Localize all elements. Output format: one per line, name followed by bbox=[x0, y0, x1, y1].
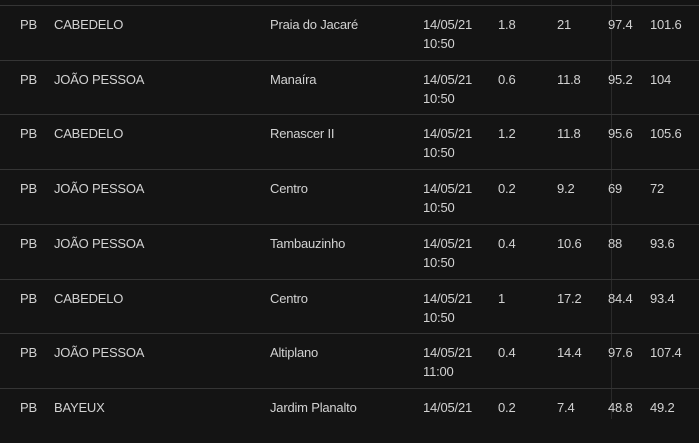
state-cell: PB bbox=[20, 17, 37, 32]
value-3-cell: 84.4 bbox=[608, 290, 633, 306]
value-1-cell: 1.8 bbox=[498, 17, 516, 32]
value-3-cell: 95.2 bbox=[608, 71, 633, 87]
value-4-cell: 105.6 bbox=[650, 126, 682, 142]
value-3-cell: 97.6 bbox=[608, 345, 633, 361]
value-4-cell: 49.2 bbox=[650, 399, 675, 415]
date-text: 14/05/21 bbox=[423, 17, 473, 32]
datetime-cell: 14/05/21 10:50 bbox=[423, 70, 472, 108]
city-cell: JOÃO PESSOA bbox=[54, 71, 145, 87]
table-row[interactable]: PB CABEDELO Centro 14/05/21 10:50 1 17.2 84.4 93… bbox=[0, 278, 699, 334]
city-cell: JOÃO PESSOA bbox=[54, 181, 145, 197]
date-text: 14/05/21 bbox=[423, 290, 473, 306]
value-4-cell: 107.4 bbox=[650, 345, 682, 361]
datetime-cell: 14/05/21 10:50 bbox=[423, 234, 472, 272]
value-1-cell: 0.6 bbox=[498, 71, 516, 87]
value-2-cell: 21 bbox=[557, 17, 572, 32]
datetime-cell: 14/05/21 10:50 bbox=[423, 15, 472, 53]
datetime-cell: 14/05/21 10:50 bbox=[423, 179, 472, 217]
table-row[interactable]: PB JOÃO PESSOA Manaíra 14/05/21 10:50 0.6 11.8… bbox=[0, 59, 699, 115]
neighborhood-cell: Jardim Planalto bbox=[270, 399, 357, 415]
city-cell: BAYEUX bbox=[54, 399, 105, 415]
city-cell: JOÃO PESSOA bbox=[54, 345, 145, 361]
city-cell: JOÃO PESSOA bbox=[54, 235, 145, 251]
time-text: 10:50 bbox=[423, 200, 455, 216]
date-text: 14/05/21 bbox=[423, 126, 473, 142]
value-3-cell: 88 bbox=[608, 235, 623, 251]
state-cell: PB bbox=[20, 399, 37, 415]
neighborhood-cell: Tambauzinho bbox=[270, 235, 346, 251]
table-row[interactable]: PB JOÃO PESSOA Centro 14/05/21 10:50 0.2 9.2 69… bbox=[0, 169, 699, 224]
value-1-cell: 0.2 bbox=[498, 399, 516, 415]
city-cell: CABEDELO bbox=[54, 126, 124, 142]
table-row[interactable]: PB CABEDELO Praia do Jacaré 14/05/21 10:50 1.… bbox=[0, 5, 699, 60]
value-2-cell: 11.8 bbox=[557, 126, 581, 142]
neighborhood-cell: Praia do Jacaré bbox=[270, 17, 359, 32]
value-3-cell: 48.8 bbox=[608, 399, 633, 415]
value-4-cell: 93.4 bbox=[650, 290, 675, 306]
state-cell: PB bbox=[20, 181, 37, 197]
table-row[interactable]: PB JOÃO PESSOA Altiplano 14/05/21 11:00 0.4 14… bbox=[0, 333, 699, 388]
datetime-cell: 14/05/21 bbox=[423, 398, 472, 417]
value-2-cell: 9.2 bbox=[557, 181, 575, 197]
state-cell: PB bbox=[20, 126, 37, 142]
value-3-cell: 97.4 bbox=[608, 17, 633, 32]
state-cell: PB bbox=[20, 235, 37, 251]
value-1-cell: 0.2 bbox=[498, 181, 516, 197]
neighborhood-cell: Altiplano bbox=[270, 345, 319, 361]
time-text: 10:50 bbox=[423, 309, 455, 325]
table-row[interactable]: PB BAYEUX Jardim Planalto 14/05/21 0.2 7.4 48.… bbox=[0, 387, 699, 443]
date-text: 14/05/21 bbox=[423, 345, 473, 361]
date-text: 14/05/21 bbox=[423, 71, 473, 87]
value-2-cell: 10.6 bbox=[557, 235, 582, 251]
value-3-cell: 95.6 bbox=[608, 126, 633, 142]
datetime-cell: 14/05/21 10:50 bbox=[423, 289, 472, 327]
neighborhood-cell: Centro bbox=[270, 181, 308, 197]
time-text: 10:50 bbox=[423, 145, 455, 161]
value-4-cell: 104 bbox=[650, 71, 672, 87]
date-text: 14/05/21 bbox=[423, 235, 473, 251]
neighborhood-cell: Manaíra bbox=[270, 71, 317, 87]
datetime-cell: 14/05/21 10:50 bbox=[423, 124, 472, 162]
state-cell: PB bbox=[20, 290, 37, 306]
value-2-cell: 14.4 bbox=[557, 345, 582, 361]
city-cell: CABEDELO bbox=[54, 290, 124, 306]
value-1-cell: 0.4 bbox=[498, 235, 516, 251]
date-text: 14/05/21 bbox=[423, 181, 473, 197]
value-3-cell: 69 bbox=[608, 181, 623, 197]
value-1-cell: 1 bbox=[498, 290, 506, 306]
time-text: 10:50 bbox=[423, 90, 455, 106]
value-4-cell: 72 bbox=[650, 181, 665, 197]
table-row[interactable]: PB CABEDELO Renascer II 14/05/21 10:50 1.2 11.… bbox=[0, 114, 699, 169]
state-cell: PB bbox=[20, 345, 37, 361]
date-text: 14/05/21 bbox=[423, 399, 473, 415]
column-divider bbox=[611, 0, 612, 419]
value-4-cell: 101.6 bbox=[650, 17, 682, 32]
time-text: 10:50 bbox=[423, 254, 455, 270]
value-2-cell: 7.4 bbox=[557, 399, 575, 415]
value-2-cell: 17.2 bbox=[557, 290, 582, 306]
neighborhood-cell: Centro bbox=[270, 290, 308, 306]
state-cell: PB bbox=[20, 71, 37, 87]
value-1-cell: 0.4 bbox=[498, 345, 516, 361]
table-row[interactable]: PB JOÃO PESSOA Tambauzinho 14/05/21 10:50 0.4… bbox=[0, 223, 699, 279]
value-4-cell: 93.6 bbox=[650, 235, 675, 251]
city-cell: CABEDELO bbox=[54, 17, 124, 32]
neighborhood-cell: Renascer II bbox=[270, 126, 335, 142]
time-text: 10:50 bbox=[423, 36, 455, 51]
datetime-cell: 14/05/21 11:00 bbox=[423, 343, 472, 381]
value-1-cell: 1.2 bbox=[498, 126, 516, 142]
value-2-cell: 11.8 bbox=[557, 71, 581, 87]
time-text: 11:00 bbox=[423, 364, 454, 380]
